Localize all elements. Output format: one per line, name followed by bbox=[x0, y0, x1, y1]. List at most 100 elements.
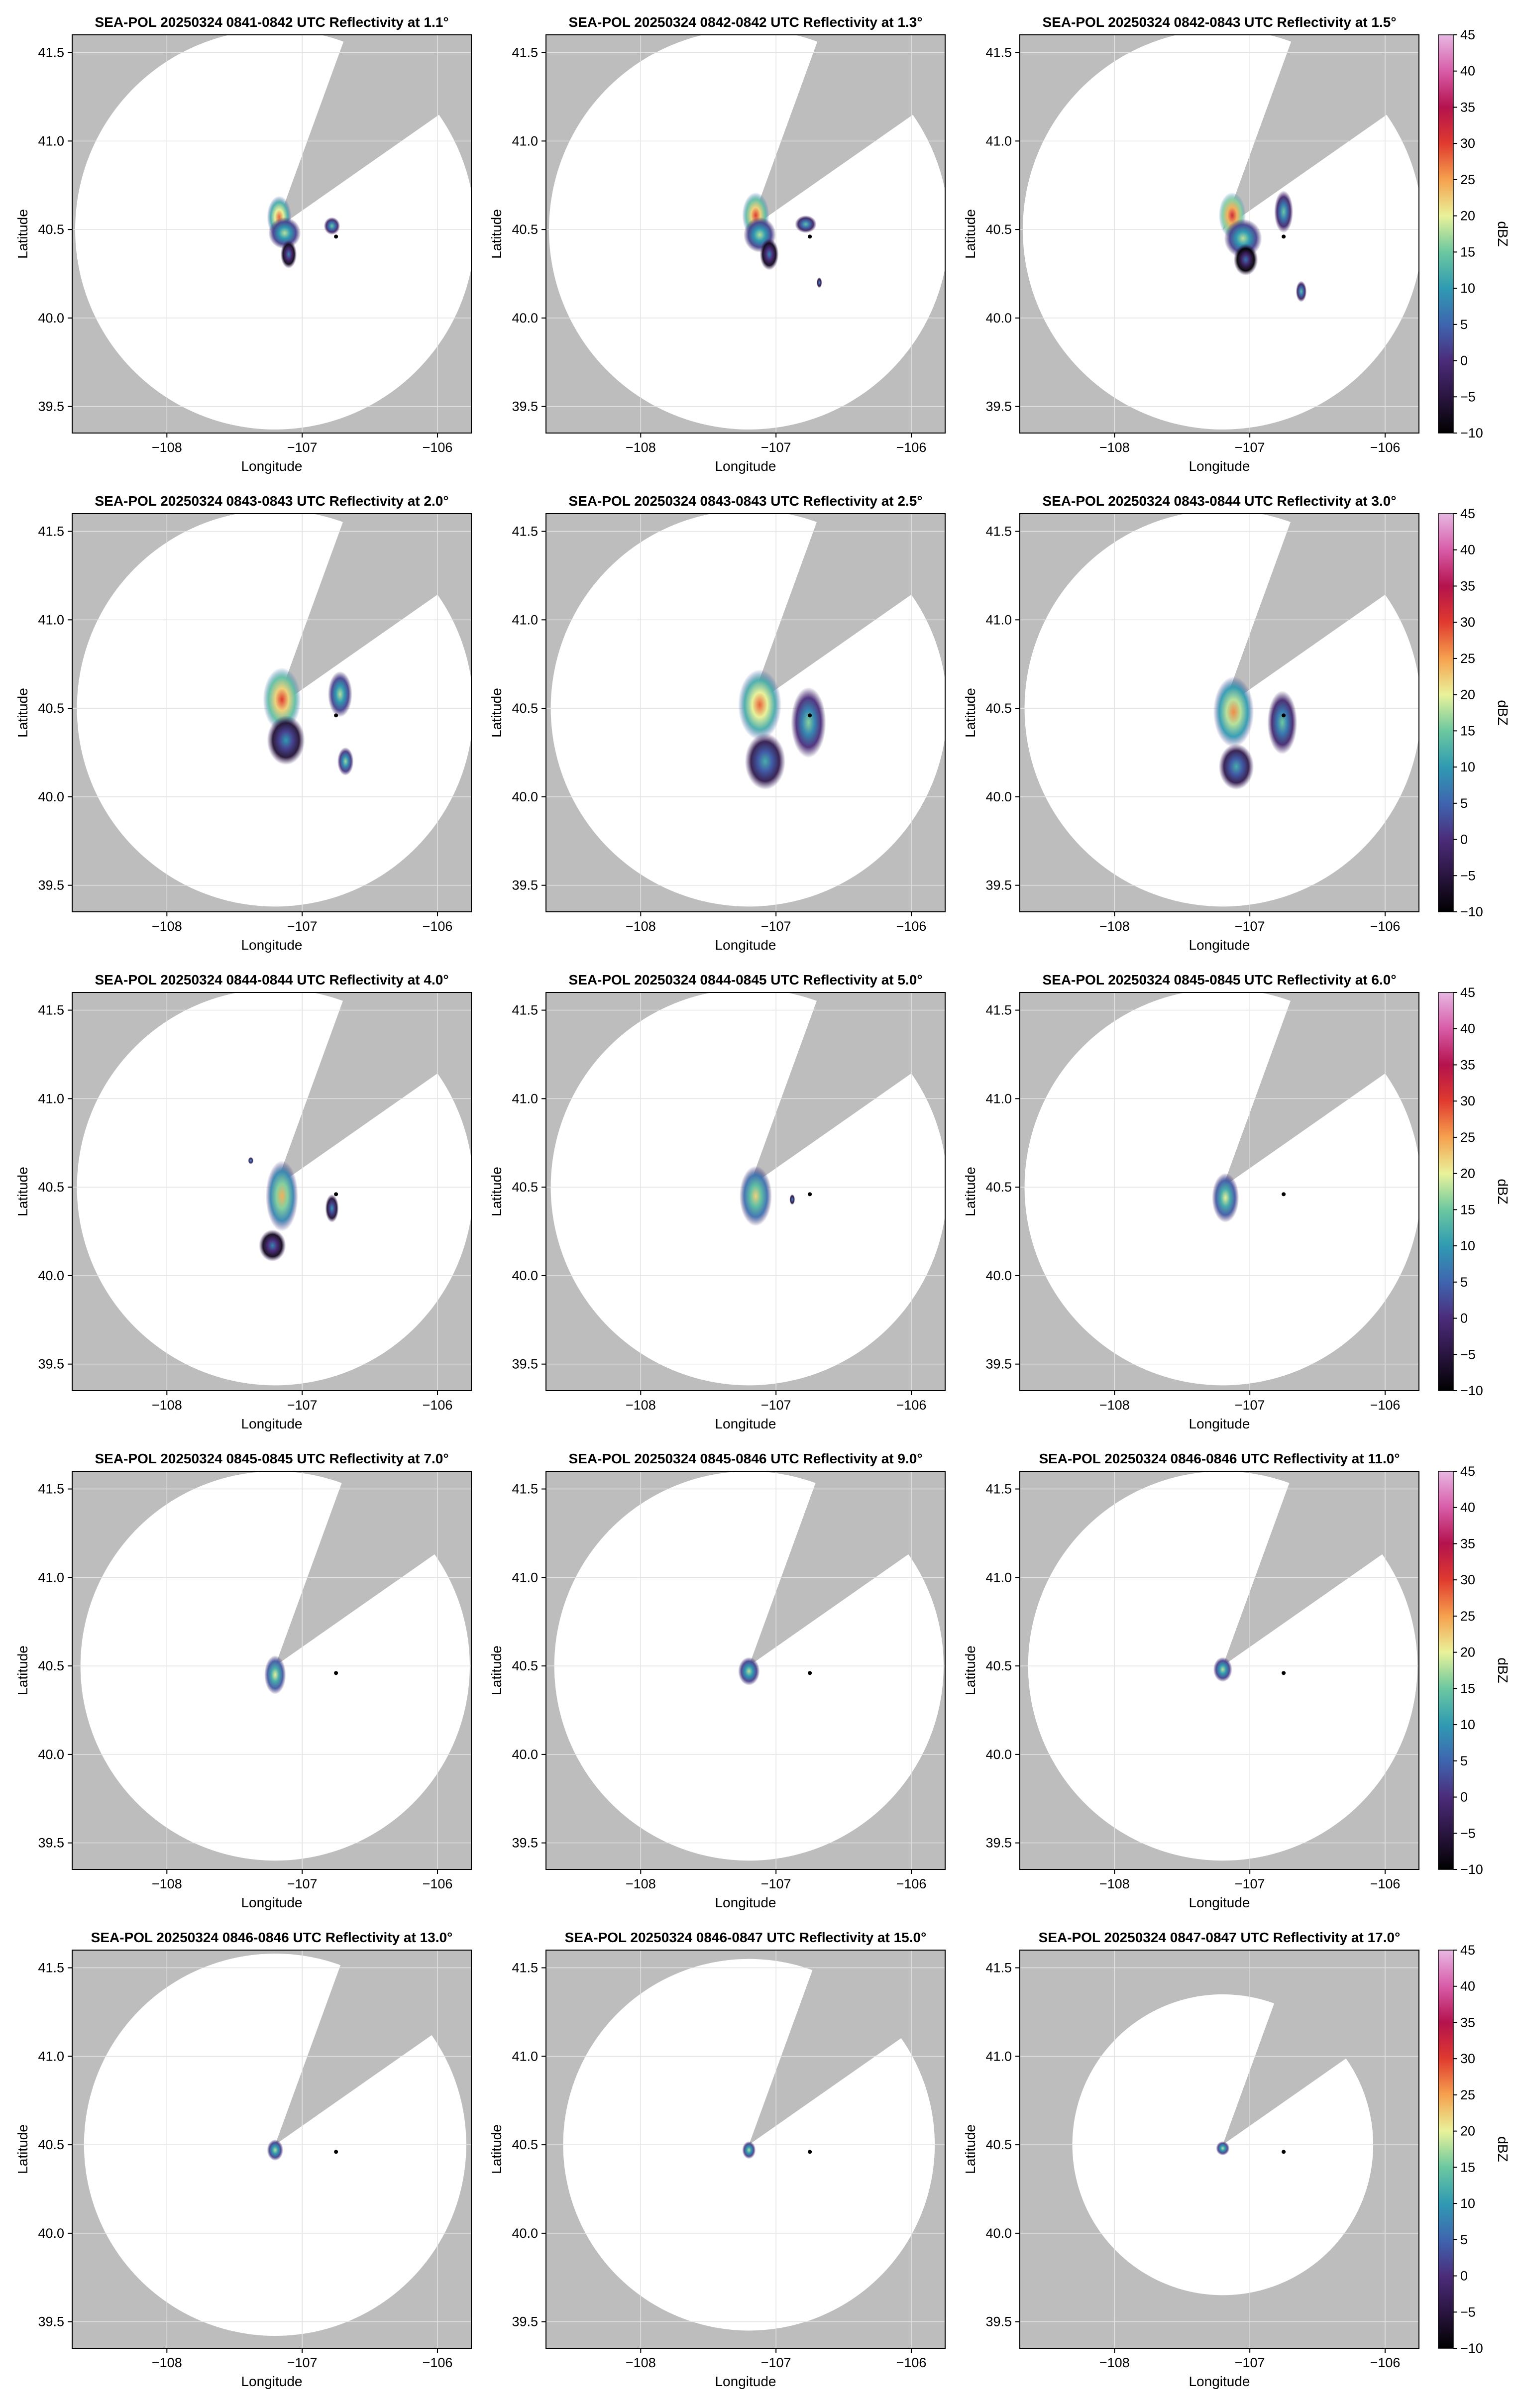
axes-frame bbox=[72, 34, 472, 434]
y-tick-label: 40.0 bbox=[985, 1747, 1012, 1762]
y-tick-label: 41.0 bbox=[512, 1570, 538, 1585]
panel-title: SEA-POL 20250324 0846-0846 UTC Reflectiv… bbox=[1039, 1451, 1400, 1466]
colorbar-gradient bbox=[1438, 992, 1454, 1391]
colorbar-tick-label: −5 bbox=[1460, 2304, 1476, 2319]
radar-panel-4: −108 −107 −106 39.5 40.0 40.5 41.0 41.5 Longitud… bbox=[15, 493, 472, 953]
y-tick-label: 41.5 bbox=[512, 1961, 538, 1975]
axes-frame bbox=[72, 992, 472, 1391]
y-tick-label: 39.5 bbox=[512, 399, 538, 414]
grid-lines bbox=[72, 992, 471, 1391]
echo-cell bbox=[738, 1657, 760, 1686]
y-tick-label: 40.5 bbox=[38, 1180, 64, 1195]
colorbar-tick-label: 10 bbox=[1460, 760, 1475, 774]
colorbar-tick-label: 30 bbox=[1460, 1572, 1475, 1587]
grid-lines bbox=[546, 1950, 945, 2348]
radar-panel-8: −108 −107 −106 39.5 40.0 40.5 41.0 41.5 Longitud… bbox=[489, 972, 946, 1431]
colorbar-tick-label: 0 bbox=[1460, 1790, 1468, 1805]
grid-lines bbox=[1020, 1471, 1419, 1869]
reflectivity-echoes bbox=[263, 667, 354, 776]
x-tick-label: −107 bbox=[1235, 2355, 1265, 2370]
y-tick-label: 40.5 bbox=[38, 2137, 64, 2152]
colorbar-tick-label: 20 bbox=[1460, 1166, 1475, 1181]
x-axis-label: Longitude bbox=[241, 2374, 302, 2389]
colorbar-tick-label: 45 bbox=[1460, 27, 1475, 42]
panel-title: SEA-POL 20250324 0846-0846 UTC Reflectiv… bbox=[91, 1930, 453, 1945]
grid-lines bbox=[1020, 992, 1419, 1391]
colorbar-tick-label: 10 bbox=[1460, 2196, 1475, 2211]
x-tick-label: −107 bbox=[1235, 1876, 1265, 1891]
grid-lines bbox=[546, 1471, 945, 1869]
colorbar-tick-label: 40 bbox=[1460, 64, 1475, 79]
radar-panel-7: −108 −107 −106 39.5 40.0 40.5 41.0 41.5 Longitud… bbox=[15, 972, 472, 1431]
y-tick-label: 40.5 bbox=[985, 1658, 1012, 1673]
y-tick-label: 40.0 bbox=[512, 2226, 538, 2241]
x-axis-label: Longitude bbox=[241, 1416, 302, 1431]
x-tick-label: −108 bbox=[152, 919, 182, 934]
y-tick-label: 41.0 bbox=[512, 2049, 538, 2064]
echo-cell bbox=[267, 715, 305, 765]
echo-cell bbox=[337, 747, 354, 776]
y-tick-label: 40.0 bbox=[985, 789, 1012, 804]
colorbar-tick-label: 30 bbox=[1460, 615, 1475, 630]
panel-grid: −108 −107 −106 39.5 40.0 40.5 41.0 41.5 Longitud… bbox=[15, 14, 1419, 2389]
y-axis-label: Latitude bbox=[963, 1645, 978, 1695]
y-tick-label: 40.0 bbox=[985, 311, 1012, 326]
x-tick-label: −108 bbox=[152, 1398, 182, 1413]
colorbar-label: dBZ bbox=[1495, 700, 1511, 725]
x-tick-label: −108 bbox=[626, 1876, 656, 1891]
echo-cell bbox=[1267, 690, 1298, 755]
y-tick-label: 40.0 bbox=[512, 1268, 538, 1283]
colorbar-label: dBZ bbox=[1495, 2136, 1511, 2162]
y-tick-label: 40.0 bbox=[512, 1747, 538, 1762]
echo-cell bbox=[742, 2141, 756, 2159]
axes-frame bbox=[1019, 992, 1419, 1391]
x-tick-label: −107 bbox=[1235, 440, 1265, 455]
x-tick-label: −108 bbox=[1099, 440, 1130, 455]
axes-frame bbox=[545, 992, 946, 1391]
colorbar-tick-label: 35 bbox=[1460, 1536, 1475, 1551]
colorbar-tick-label: 0 bbox=[1460, 832, 1468, 847]
radar-panel-13: −108 −107 −106 39.5 40.0 40.5 41.0 41.5 Longitud… bbox=[15, 1930, 472, 2389]
colorbar-tick-label: −10 bbox=[1460, 904, 1483, 919]
x-axis-label: Longitude bbox=[715, 937, 776, 953]
y-tick-label: 41.5 bbox=[512, 1003, 538, 1018]
y-tick-label: 40.5 bbox=[38, 1658, 64, 1673]
y-tick-label: 40.0 bbox=[38, 311, 64, 326]
y-axis-label: Latitude bbox=[15, 2124, 30, 2174]
site-marker bbox=[1282, 1192, 1286, 1197]
axes-frame bbox=[1019, 34, 1419, 434]
x-tick-label: −107 bbox=[1235, 1398, 1265, 1413]
x-tick-label: −106 bbox=[1370, 1876, 1401, 1891]
echo-cell bbox=[265, 1160, 299, 1231]
panel-title: SEA-POL 20250324 0845-0845 UTC Reflectiv… bbox=[1042, 972, 1396, 987]
x-axis-label: Longitude bbox=[715, 2374, 776, 2389]
x-axis-label: Longitude bbox=[715, 1416, 776, 1431]
y-tick-label: 41.5 bbox=[512, 524, 538, 539]
y-axis-label: Latitude bbox=[489, 688, 504, 738]
radar-coverage-area bbox=[1023, 35, 1419, 430]
y-axis-label: Latitude bbox=[489, 2124, 504, 2174]
y-tick-label: 41.5 bbox=[38, 524, 64, 539]
reflectivity-echoes bbox=[1218, 190, 1307, 302]
y-tick-label: 39.5 bbox=[985, 2314, 1012, 2329]
x-axis-label: Longitude bbox=[1189, 937, 1250, 953]
y-tick-label: 40.0 bbox=[985, 2226, 1012, 2241]
x-tick-label: −107 bbox=[761, 1876, 791, 1891]
y-axis-label: Latitude bbox=[15, 209, 30, 259]
x-axis-label: Longitude bbox=[241, 1895, 302, 1910]
echo-cell bbox=[248, 1157, 254, 1164]
y-tick-label: 39.5 bbox=[38, 2314, 64, 2329]
y-tick-label: 39.5 bbox=[512, 1357, 538, 1372]
colorbar-tick-label: 40 bbox=[1460, 1021, 1475, 1036]
y-axis-label: Latitude bbox=[489, 1167, 504, 1216]
y-tick-label: 41.0 bbox=[512, 1091, 538, 1106]
y-axis-label: Latitude bbox=[15, 1645, 30, 1695]
echo-cell bbox=[789, 1194, 795, 1205]
x-tick-label: −108 bbox=[152, 1876, 182, 1891]
colorbar-tick-label: 35 bbox=[1460, 578, 1475, 593]
colorbar-tick-label: −5 bbox=[1460, 868, 1476, 883]
reflectivity-echoes bbox=[267, 196, 340, 269]
x-tick-label: −108 bbox=[626, 2355, 656, 2370]
y-axis-label: Latitude bbox=[15, 1167, 30, 1216]
